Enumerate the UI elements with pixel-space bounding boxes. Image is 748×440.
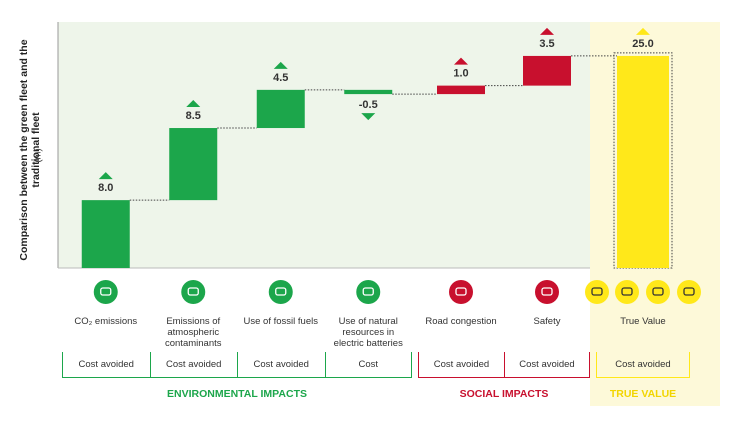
- arrow-up: [273, 61, 288, 69]
- icon-glyph: [455, 287, 467, 296]
- icon-glyph: [621, 287, 633, 296]
- icon-glyph: [541, 287, 553, 296]
- icon: [356, 280, 381, 304]
- group-label: ENVIRONMENTAL IMPACTS: [166, 388, 307, 400]
- bar: [169, 128, 218, 201]
- icon: [535, 280, 559, 304]
- bar: [256, 89, 305, 129]
- arrow-up: [540, 27, 554, 35]
- value-label: 1.0: [453, 68, 468, 80]
- bar: [437, 85, 485, 95]
- icon: [585, 280, 609, 304]
- icon-glyph: [652, 287, 664, 296]
- group-label: SOCIAL IMPACTS: [459, 388, 549, 400]
- category-label: Use of natural resources in electric bat…: [333, 316, 403, 349]
- category-label: CO₂ emissions: [74, 316, 138, 327]
- total-outline: [613, 52, 673, 269]
- arrow-down: [361, 113, 376, 121]
- value-label: 3.5: [539, 38, 554, 50]
- y-axis-unit: (m): [32, 148, 44, 163]
- bar: [344, 89, 393, 95]
- bar: [617, 55, 669, 269]
- icon-glyph: [362, 287, 374, 296]
- cost-cell: Cost: [324, 352, 412, 378]
- bar: [523, 55, 571, 86]
- value-label: 8.5: [186, 110, 201, 122]
- value-label: 4.5: [273, 72, 288, 84]
- cost-cell: Cost avoided: [596, 352, 690, 378]
- category-label: Use of fossil fuels: [243, 316, 318, 327]
- icon-glyph: [683, 287, 695, 296]
- category-label: Safety: [533, 316, 561, 327]
- plot-background: [58, 22, 590, 268]
- icon: [615, 280, 639, 304]
- icon: [646, 280, 670, 304]
- category-label: True Value: [620, 316, 666, 327]
- arrow-up: [454, 57, 468, 65]
- group-label: TRUE VALUE: [609, 388, 677, 400]
- cost-cell: Cost avoided: [504, 352, 590, 378]
- icon-glyph: [187, 287, 199, 296]
- cost-cell: Cost avoided: [62, 352, 150, 378]
- icon: [268, 280, 293, 304]
- icon: [449, 280, 473, 304]
- value-label: -0.5: [359, 99, 378, 111]
- arrow-up: [186, 100, 201, 108]
- icon-glyph: [275, 287, 287, 296]
- icon-glyph: [100, 287, 112, 296]
- icon: [677, 280, 701, 304]
- cost-cell: Cost avoided: [149, 352, 237, 378]
- arrow-up: [636, 27, 650, 35]
- icon: [181, 280, 206, 304]
- cost-cell: Cost avoided: [237, 352, 325, 378]
- value-label: 25.0: [632, 38, 653, 50]
- category-label: Road congestion: [425, 316, 497, 327]
- value-label: 8.0: [98, 182, 113, 194]
- arrow-up: [98, 172, 113, 180]
- cost-cell: Cost avoided: [418, 352, 504, 378]
- bar: [81, 200, 130, 268]
- icon: [93, 280, 118, 304]
- category-label: Emissions of atmospheric contaminants: [164, 316, 222, 349]
- icon-glyph: [591, 287, 603, 296]
